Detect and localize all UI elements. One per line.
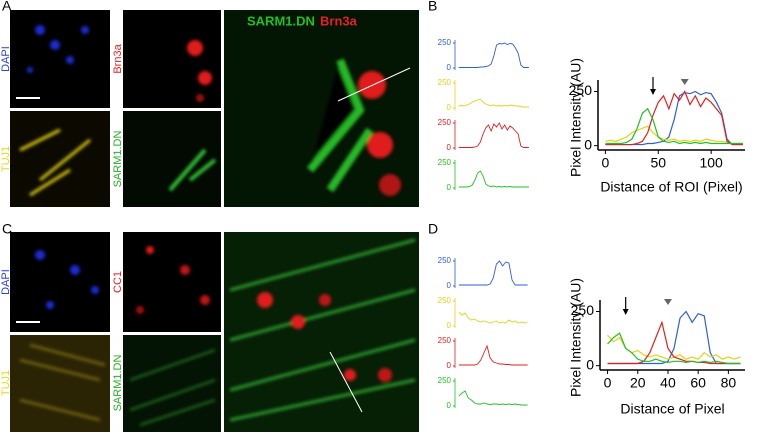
image-tuj1 — [10, 111, 110, 207]
merge-label: SARM1.DN — [247, 13, 315, 28]
spark-line — [458, 311, 528, 324]
roi-line — [329, 351, 363, 413]
arrow-head — [649, 89, 656, 95]
image-cc1 — [123, 232, 221, 332]
spark-tick-label: 0 — [447, 321, 452, 330]
x-tick-label: 50 — [650, 155, 666, 171]
panel-label: D — [428, 221, 438, 237]
data-line — [607, 320, 741, 365]
panel-label: A — [2, 0, 12, 14]
image-sarm1 — [123, 111, 221, 207]
spark-line — [458, 390, 528, 406]
y-tick-label: 250 — [569, 82, 593, 98]
image-merge — [224, 10, 419, 207]
spark-tick-label: 250 — [438, 158, 452, 167]
x-tick-label: 0 — [602, 155, 610, 171]
spark-line — [458, 260, 528, 286]
data-line — [605, 90, 743, 146]
image-dapi — [10, 232, 110, 332]
spark-line — [458, 42, 529, 68]
image-label: DAPI — [0, 269, 12, 295]
arrow-head — [622, 309, 629, 315]
x-axis-label: Distance of Pixel — [620, 401, 724, 417]
panel-label: C — [2, 221, 12, 237]
spark-tick-label: 250 — [438, 78, 452, 87]
image-label: TUJ1 — [0, 146, 12, 172]
image-label: SARM1.DN — [112, 131, 124, 188]
y-tick-label: 0 — [584, 136, 592, 152]
roi-line — [337, 67, 411, 102]
image-merge — [224, 232, 419, 432]
x-tick-label: 20 — [630, 375, 646, 391]
data-line — [607, 332, 741, 365]
spark-tick-label: 0 — [447, 281, 452, 290]
x-tick-label: 0 — [604, 375, 612, 391]
data-line — [607, 310, 741, 365]
panel-label: B — [428, 0, 437, 14]
spark-line — [458, 344, 528, 366]
spark-tick-label: 250 — [438, 256, 452, 265]
image-label: Brn3a — [112, 43, 124, 73]
y-axis-label: Pixel Intensity (AU) — [568, 58, 584, 177]
x-tick-label: 100 — [699, 155, 723, 171]
merge-label: Brn3a — [320, 13, 358, 28]
image-label: DAPI — [0, 46, 12, 72]
image-label: SARM1.DN — [112, 355, 124, 412]
spark-tick-label: 250 — [438, 336, 452, 345]
cells — [19, 25, 401, 197]
cells — [19, 238, 416, 426]
spark-tick-label: 0 — [447, 63, 452, 72]
image-label: TUJ1 — [0, 370, 12, 396]
data-line — [605, 107, 743, 145]
spark-line — [458, 98, 529, 108]
spark-tick-label: 250 — [438, 296, 452, 305]
y-axis-label: Pixel Intensity (AU) — [568, 278, 584, 397]
image-dapi — [10, 10, 110, 108]
spark-tick-label: 250 — [438, 38, 452, 47]
triangle — [680, 79, 689, 85]
x-tick-label: 40 — [660, 375, 676, 391]
spark-tick-label: 0 — [447, 361, 452, 370]
x-tick-label: 80 — [721, 375, 737, 391]
spark-tick-label: 0 — [447, 143, 452, 152]
triangle — [663, 299, 672, 305]
image-tuj1 — [10, 335, 110, 432]
spark-line — [458, 170, 529, 188]
image-label: CC1 — [112, 271, 124, 293]
spark-line — [458, 122, 529, 148]
spark-tick-label: 0 — [447, 183, 452, 192]
image-brn3a — [123, 10, 221, 108]
spark-tick-label: 0 — [447, 103, 452, 112]
spark-tick-label: 0 — [447, 401, 452, 410]
x-tick-label: 60 — [690, 375, 706, 391]
x-axis-label: Distance of ROI (Pixel) — [600, 179, 742, 195]
spark-tick-label: 250 — [438, 376, 452, 385]
spark-tick-label: 250 — [438, 118, 452, 127]
y-tick-label: 250 — [571, 302, 595, 318]
y-tick-label: 0 — [586, 356, 594, 372]
data-line — [605, 125, 743, 145]
